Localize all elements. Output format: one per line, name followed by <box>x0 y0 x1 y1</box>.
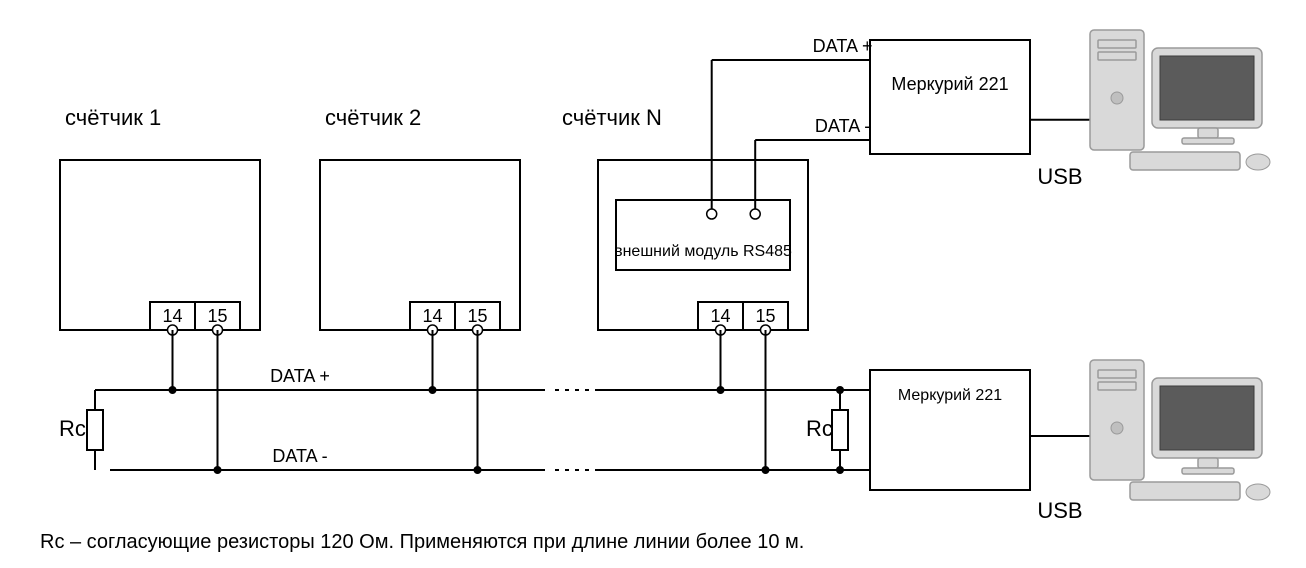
data-minus-bus: DATA - <box>272 446 327 466</box>
mercury-top-label: Меркурий 221 <box>891 74 1008 94</box>
counter2-label: счётчик 2 <box>325 105 421 130</box>
mercury-bot-label: Меркурий 221 <box>898 387 1002 404</box>
usb-top-label: USB <box>1037 164 1082 189</box>
pin-15: 15 <box>755 306 775 326</box>
wiring-diagram: счётчик 1 счётчик 2 счётчик N 14 15 14 15 14 15 в… <box>0 0 1306 568</box>
pin-15: 15 <box>207 306 227 326</box>
counter1-label: счётчик 1 <box>65 105 161 130</box>
footnote: Rс – согласующие резисторы 120 Ом. Приме… <box>40 531 804 553</box>
data-plus-top: DATA + <box>813 36 873 56</box>
rc-right: Rс <box>806 416 833 441</box>
rs485-label: внешний модуль RS485 <box>614 243 792 260</box>
pin-15: 15 <box>467 306 487 326</box>
data-plus-bus: DATA + <box>270 366 330 386</box>
computer-icon <box>1090 360 1270 500</box>
pin-14: 14 <box>422 306 442 326</box>
data-minus-top: DATA - <box>815 116 870 136</box>
usb-bot-label: USB <box>1037 498 1082 523</box>
pin-14: 14 <box>162 306 182 326</box>
counterN-label: счётчик N <box>562 105 662 130</box>
pin-14: 14 <box>710 306 730 326</box>
rc-left: Rс <box>59 416 86 441</box>
computer-icon <box>1090 30 1270 170</box>
